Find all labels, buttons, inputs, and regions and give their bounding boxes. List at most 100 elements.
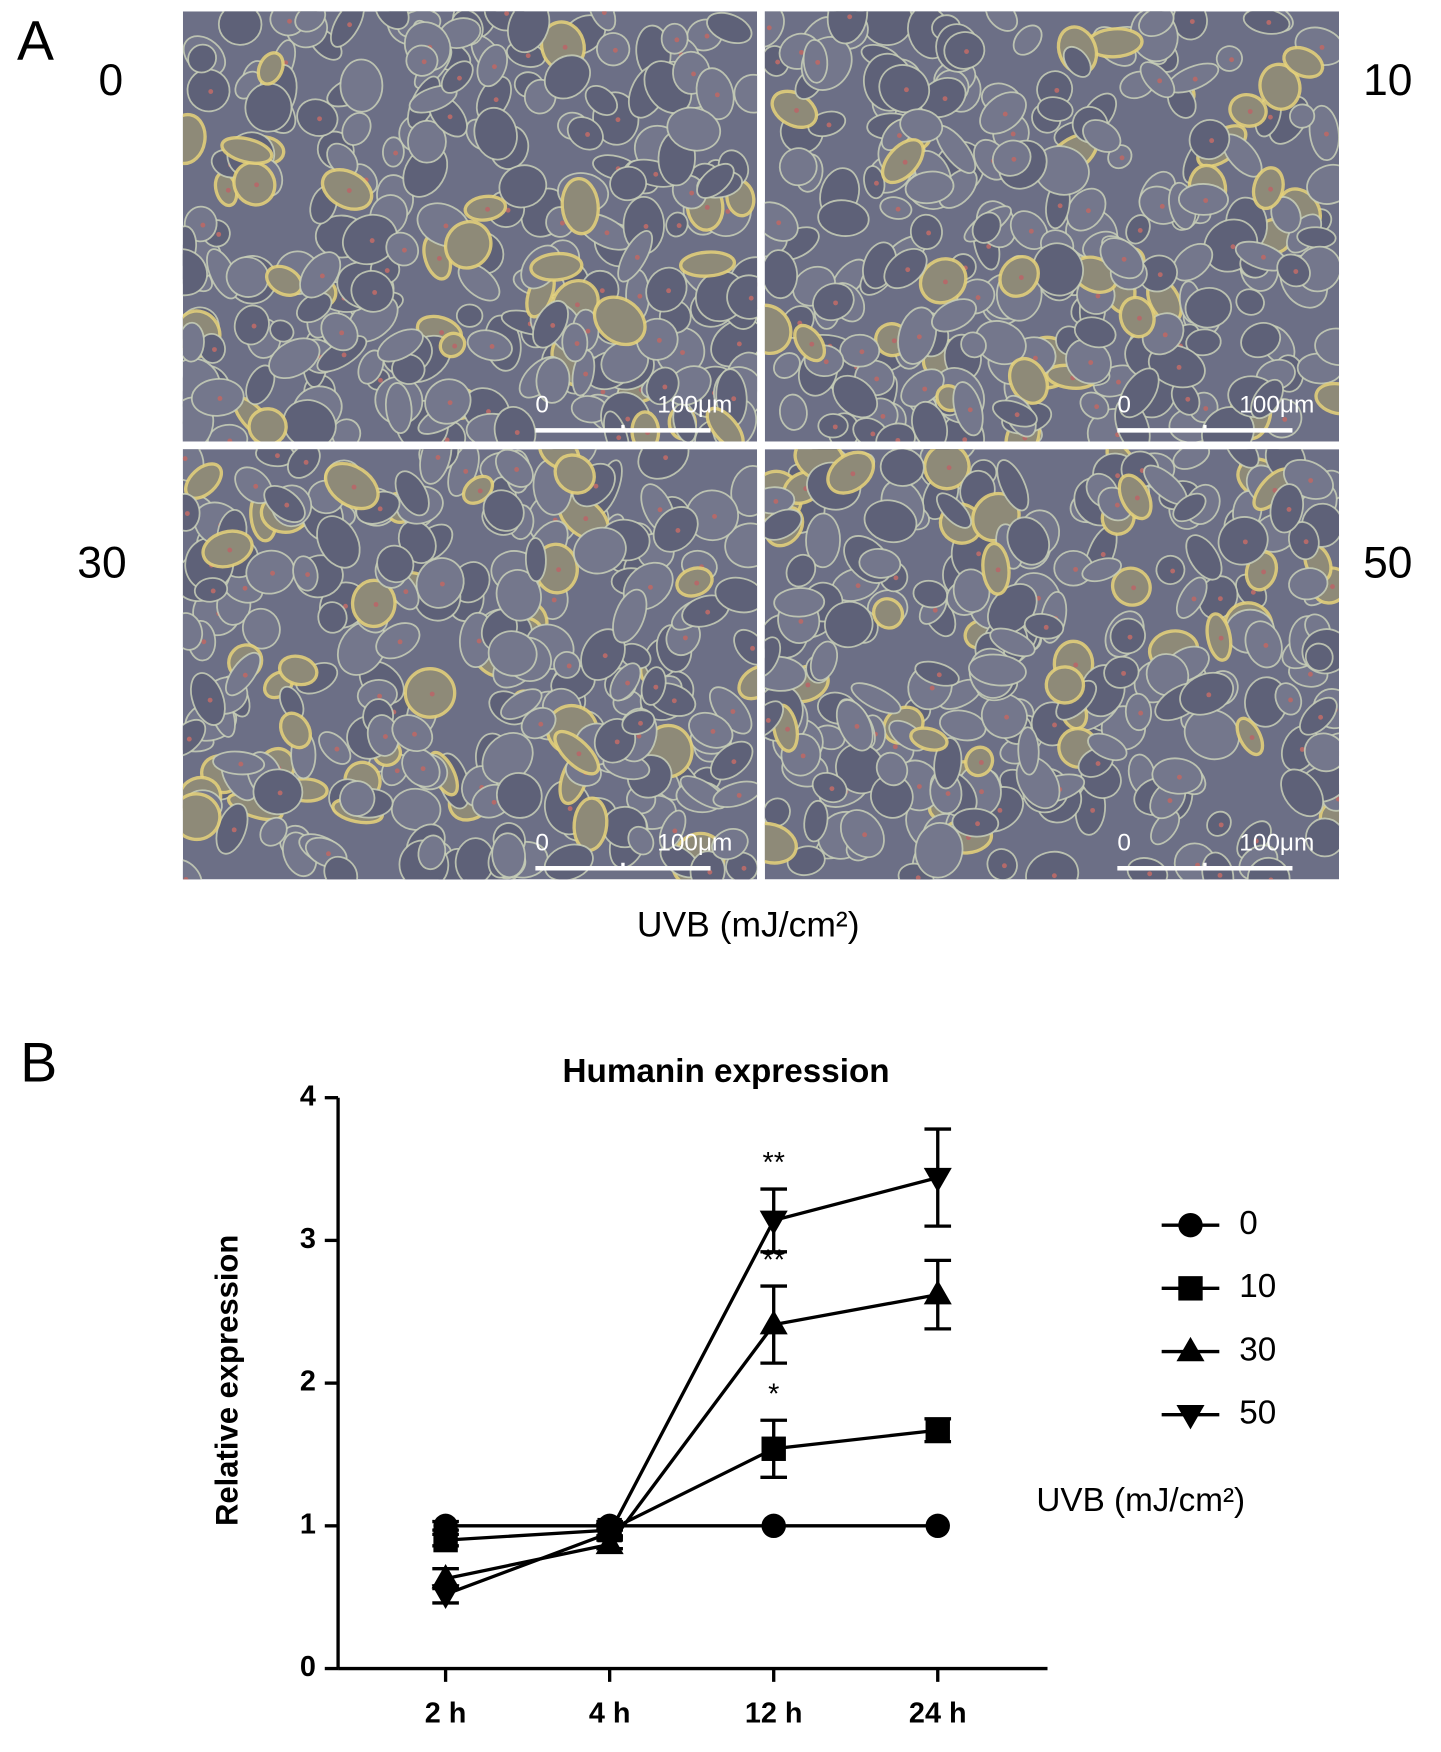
chart-title: Humanin expression bbox=[563, 1053, 890, 1090]
cell bbox=[1188, 119, 1231, 160]
cell bbox=[498, 164, 548, 209]
nucleus bbox=[1209, 138, 1215, 144]
nucleus bbox=[1263, 643, 1269, 648]
nucleus bbox=[915, 875, 921, 880]
nucleus bbox=[1185, 396, 1191, 402]
cell bbox=[374, 11, 410, 30]
cell bbox=[217, 11, 263, 46]
significance-mark: ** bbox=[762, 1244, 784, 1276]
nucleus bbox=[1018, 275, 1024, 280]
nucleus bbox=[776, 220, 782, 226]
cell bbox=[473, 106, 518, 161]
cell bbox=[341, 112, 372, 146]
cell bbox=[584, 84, 618, 116]
cell bbox=[385, 231, 420, 267]
cell bbox=[936, 492, 972, 529]
cell bbox=[660, 22, 689, 55]
cell bbox=[914, 660, 960, 687]
nucleus bbox=[1242, 539, 1248, 545]
cell bbox=[909, 726, 949, 752]
cell bbox=[376, 328, 424, 363]
nucleus bbox=[238, 761, 244, 767]
nucleus bbox=[341, 352, 347, 358]
cell bbox=[802, 38, 829, 84]
cell bbox=[786, 845, 826, 877]
nucleus bbox=[637, 293, 643, 299]
cell bbox=[832, 374, 878, 419]
nucleus bbox=[1127, 634, 1133, 640]
cell bbox=[316, 515, 361, 569]
cell bbox=[1251, 166, 1285, 211]
nucleus bbox=[377, 693, 383, 699]
nucleus bbox=[208, 89, 214, 94]
cell bbox=[1081, 557, 1122, 583]
nucleus bbox=[1203, 198, 1209, 203]
cell bbox=[482, 489, 525, 532]
scale-bar-label: 100μm bbox=[657, 391, 732, 418]
cell bbox=[573, 526, 627, 575]
cell bbox=[1007, 356, 1049, 405]
scale-bar-label: 100μm bbox=[657, 829, 732, 856]
y-tick-label: 0 bbox=[300, 1651, 316, 1683]
cell bbox=[278, 711, 313, 750]
nucleus bbox=[1319, 44, 1325, 50]
cell bbox=[705, 406, 745, 442]
cell bbox=[764, 700, 784, 739]
cell bbox=[773, 587, 826, 618]
nucleus bbox=[967, 407, 973, 413]
cell bbox=[263, 484, 306, 523]
legend-title: UVB (mJ/cm²) bbox=[1036, 1482, 1245, 1519]
cell bbox=[1177, 183, 1229, 216]
nucleus bbox=[922, 386, 928, 392]
nucleus bbox=[741, 865, 747, 871]
cell bbox=[989, 627, 1036, 658]
x-tick-label: 2 h bbox=[425, 1698, 467, 1730]
cell bbox=[1217, 516, 1269, 566]
cell bbox=[878, 64, 931, 114]
nucleus bbox=[372, 290, 378, 295]
significance-mark: * bbox=[768, 1378, 779, 1410]
nucleus bbox=[896, 133, 902, 138]
cell bbox=[1269, 483, 1304, 534]
series-line bbox=[445, 1428, 938, 1542]
nucleus bbox=[1261, 569, 1267, 575]
nucleus bbox=[351, 484, 357, 490]
cell bbox=[1012, 24, 1043, 56]
nucleus bbox=[874, 180, 879, 186]
nucleus bbox=[748, 295, 754, 301]
cell bbox=[645, 366, 680, 406]
cell bbox=[190, 672, 226, 726]
nucleus bbox=[600, 389, 606, 395]
nucleus bbox=[1131, 585, 1137, 591]
nucleus bbox=[287, 18, 292, 24]
nucleus bbox=[463, 468, 469, 474]
cell bbox=[1082, 119, 1122, 153]
nucleus bbox=[227, 438, 233, 442]
nucleus bbox=[585, 132, 591, 137]
cell bbox=[330, 11, 365, 48]
nucleus bbox=[183, 877, 189, 880]
cell bbox=[826, 450, 876, 495]
cell bbox=[182, 718, 207, 757]
nucleus bbox=[714, 92, 720, 98]
cell bbox=[1242, 11, 1291, 35]
cell bbox=[714, 576, 758, 614]
nucleus bbox=[284, 502, 290, 508]
cell bbox=[193, 577, 229, 603]
nucleus bbox=[514, 467, 520, 472]
cell bbox=[201, 529, 254, 569]
nucleus bbox=[823, 359, 829, 365]
nucleus bbox=[1324, 131, 1329, 137]
cell bbox=[1079, 391, 1110, 420]
cell bbox=[1274, 682, 1303, 716]
cell bbox=[918, 257, 968, 305]
nucleus bbox=[1001, 863, 1007, 869]
nucleus bbox=[1004, 714, 1010, 720]
nucleus bbox=[576, 751, 582, 757]
cell bbox=[415, 557, 465, 609]
cell bbox=[1139, 61, 1176, 99]
cell bbox=[805, 512, 841, 569]
cell bbox=[826, 11, 869, 45]
cell bbox=[495, 772, 543, 819]
